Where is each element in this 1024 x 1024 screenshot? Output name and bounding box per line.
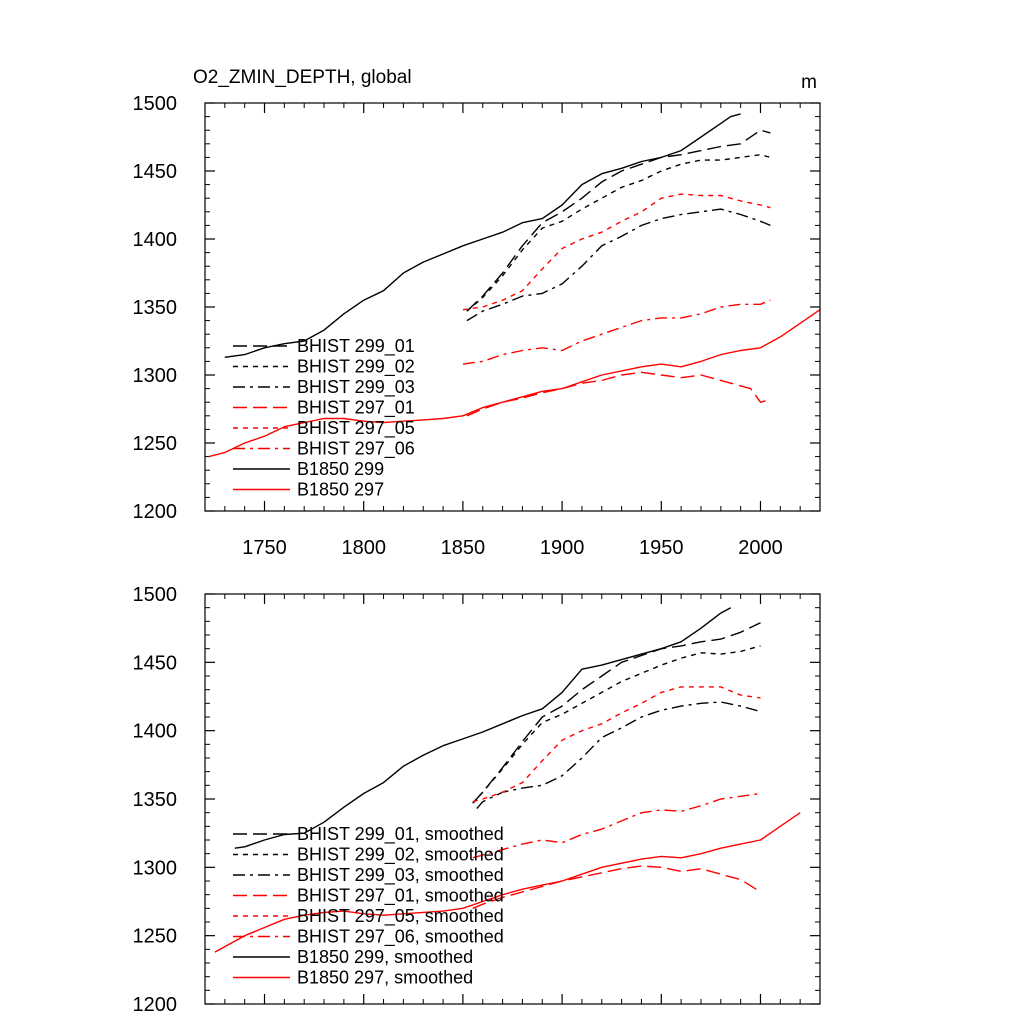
legend-label: B1850 299 <box>297 459 384 479</box>
x-tick-label: 1800 <box>341 537 386 559</box>
legend-label: BHIST 299_01 <box>297 336 415 357</box>
x-tick-label: 1850 <box>441 537 486 559</box>
series-line-3 <box>476 701 761 810</box>
series-line-8 <box>208 309 821 458</box>
series-line-5 <box>462 193 771 311</box>
plot-frame <box>204 102 821 512</box>
legend-label: BHIST 299_01, smoothed <box>297 824 504 845</box>
legend-label: BHIST 299_03, smoothed <box>297 865 504 886</box>
legend-label: BHIST 297_01 <box>297 398 415 419</box>
y-tick-label: 1350 <box>133 789 178 811</box>
legend-label: B1850 297 <box>297 480 384 500</box>
y-tick-label: 1300 <box>133 857 178 879</box>
x-tick-label: 1750 <box>242 537 287 559</box>
legend-label: BHIST 299_02 <box>297 357 415 378</box>
legend-label: BHIST 297_06 <box>297 439 415 460</box>
chart-panel-2: 1200 1250 1300 1350 1400 1450 1500 BHIST 299_01… <box>133 584 821 1016</box>
y-tick-label: 1200 <box>133 501 178 523</box>
x-tick-label: 1900 <box>540 537 585 559</box>
series-line-8 <box>214 812 801 953</box>
y-tick-label: 1250 <box>133 926 178 948</box>
series-line-4 <box>472 865 761 909</box>
legend-label: BHIST 297_06, smoothed <box>297 927 504 948</box>
series-line-2 <box>472 645 761 804</box>
y-tick-label: 1250 <box>133 433 178 455</box>
series-line-1 <box>472 622 761 804</box>
legend-label: B1850 299, smoothed <box>297 947 473 967</box>
x-tick-label: 2000 <box>738 537 783 559</box>
units-label: m <box>801 72 817 93</box>
legend-label: BHIST 299_03 <box>297 377 415 398</box>
series-line-5 <box>472 686 761 803</box>
legend-label: B1850 297, smoothed <box>297 968 473 988</box>
series-line-1 <box>466 129 771 312</box>
x-tick-label: 1950 <box>639 537 684 559</box>
y-tick-label: 1200 <box>133 994 178 1016</box>
series-line-6 <box>472 792 761 859</box>
series-line-2 <box>466 153 771 312</box>
series-line-7 <box>234 607 732 849</box>
y-tick-label: 1500 <box>133 93 178 115</box>
y-tick-label: 1350 <box>133 297 178 319</box>
chart-title: O2_ZMIN_DEPTH, global <box>193 67 412 88</box>
y-tick-label: 1400 <box>133 721 178 743</box>
series-line-3 <box>466 208 771 322</box>
y-tick-label: 1500 <box>133 584 178 606</box>
y-tick-label: 1450 <box>133 161 178 183</box>
legend-label: BHIST 297_01, smoothed <box>297 886 504 907</box>
y-tick-label: 1300 <box>133 365 178 387</box>
legend-label: BHIST 297_05, smoothed <box>297 906 504 927</box>
y-tick-label: 1400 <box>133 229 178 251</box>
y-tick-label: 1450 <box>133 652 178 674</box>
legend-label: BHIST 297_05 <box>297 418 415 439</box>
plot-frame <box>204 593 821 1005</box>
legend-label: BHIST 299_02, smoothed <box>297 845 504 866</box>
series-line-7 <box>224 113 741 358</box>
chart-panel-1: 1750 1800 1850 1900 1950 2000 1200 1250 1300 1350… <box>133 67 821 559</box>
series-line-6 <box>462 299 771 365</box>
series-line-4 <box>466 371 771 417</box>
